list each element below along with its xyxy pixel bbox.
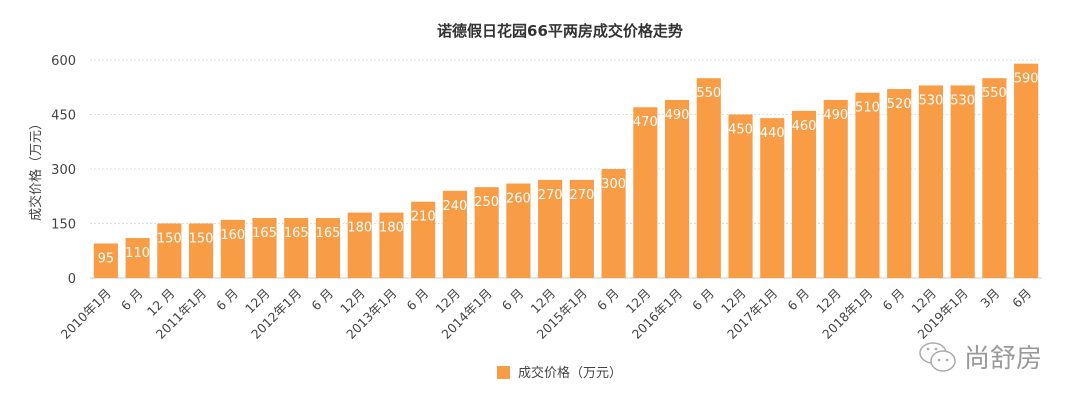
data-label: 470: [633, 115, 658, 130]
bar: [918, 85, 943, 278]
bar: [1014, 63, 1039, 279]
y-tick-label: 300: [51, 163, 76, 178]
x-tick-label: 6月: [1009, 286, 1034, 311]
x-tick-label: 3月: [977, 286, 1002, 311]
chart-title: 诺德假日花园66平两房成交价格走势: [437, 22, 683, 40]
data-label: 550: [696, 86, 721, 101]
bar: [791, 110, 817, 278]
data-label: 520: [887, 97, 912, 112]
bar: [569, 179, 594, 278]
bar: [760, 118, 785, 278]
bar: [125, 238, 150, 278]
x-tick-label: 6 月: [594, 286, 622, 314]
y-tick-label: 600: [51, 54, 76, 69]
x-tick-label: 6 月: [308, 286, 336, 314]
x-tick-label: 6 月: [118, 286, 146, 314]
data-label: 460: [792, 119, 817, 134]
data-label: 210: [411, 210, 436, 225]
bar: [411, 201, 436, 278]
data-label: 250: [474, 195, 499, 210]
x-tick-label: 6 月: [689, 286, 717, 314]
bar: [665, 99, 690, 278]
data-label: 530: [950, 93, 975, 108]
legend-swatch: [497, 366, 510, 379]
data-label: 165: [284, 226, 309, 241]
data-label: 300: [601, 177, 626, 192]
data-label: 150: [189, 232, 214, 247]
wechat-icon: [919, 341, 956, 372]
y-axis-label: 成交价格（万元）: [28, 117, 44, 221]
bar: [220, 219, 245, 278]
bar: [887, 89, 912, 278]
bar: [379, 212, 404, 278]
data-label: 260: [506, 192, 531, 207]
legend-label: 成交价格（万元）: [518, 365, 622, 381]
data-label: 165: [252, 226, 277, 241]
bar: [189, 223, 214, 278]
y-tick-label: 150: [51, 218, 76, 233]
bar: [601, 169, 626, 278]
data-label: 180: [379, 221, 404, 236]
bar: [157, 223, 182, 278]
watermark: 尚舒房: [918, 338, 1042, 375]
data-label: 150: [157, 232, 182, 247]
data-label: 165: [316, 226, 341, 241]
data-label: 510: [855, 101, 880, 116]
data-label: 490: [665, 108, 690, 123]
bar: [93, 243, 118, 278]
data-label: 95: [98, 251, 115, 266]
bar: [347, 212, 372, 278]
y-tick-label: 0: [68, 272, 76, 287]
bar: [315, 218, 341, 278]
x-tick-label: 6 月: [879, 286, 907, 314]
data-label: 550: [982, 86, 1007, 101]
bar: [950, 85, 975, 278]
bar: [728, 114, 753, 278]
y-tick-label: 450: [51, 109, 76, 124]
data-label: 450: [728, 123, 753, 138]
bar: [855, 92, 880, 278]
bar: [538, 179, 563, 278]
x-tick-label: 6 月: [403, 286, 431, 314]
data-label: 110: [125, 246, 150, 261]
data-label: 270: [569, 188, 594, 203]
data-label: 160: [220, 228, 245, 243]
data-label: 440: [760, 126, 785, 141]
bar: [696, 78, 721, 279]
data-label: 490: [823, 108, 848, 123]
data-label: 240: [443, 199, 468, 214]
data-label: 530: [919, 93, 944, 108]
x-tick-label: 2010年1月: [58, 286, 114, 342]
bar: [442, 190, 467, 278]
data-label: 590: [1014, 72, 1039, 87]
bar: [506, 183, 531, 278]
data-label: 180: [347, 221, 372, 236]
bar: [284, 218, 309, 278]
bar: [982, 78, 1007, 279]
x-tick-label: 6 月: [499, 286, 527, 314]
bar: [252, 218, 277, 278]
bar: [633, 107, 658, 278]
x-tick-label: 6 月: [213, 286, 241, 314]
x-tick-label: 6 月: [784, 286, 812, 314]
watermark-text: 尚舒房: [964, 344, 1043, 374]
bar: [823, 99, 848, 278]
data-label: 270: [538, 188, 563, 203]
bar: [474, 187, 499, 278]
